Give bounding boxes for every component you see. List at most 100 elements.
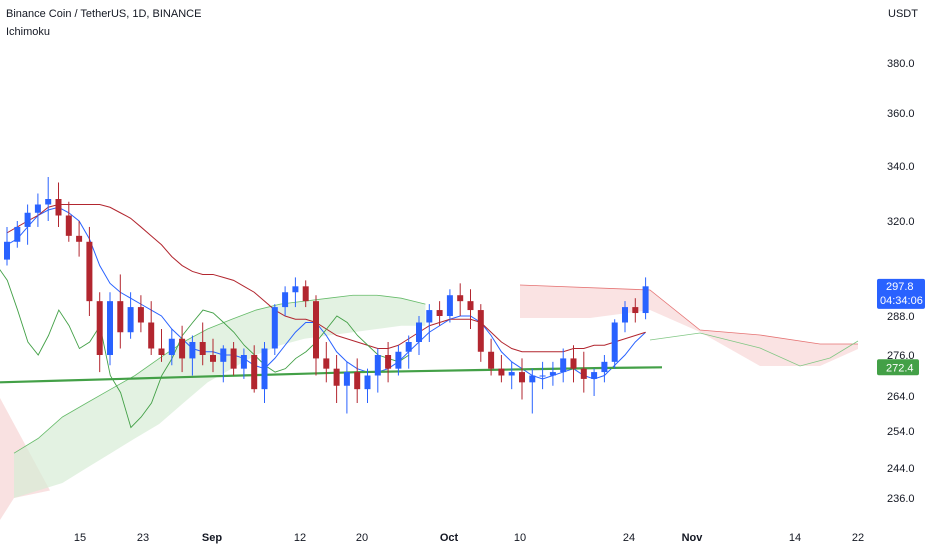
lagging-span bbox=[0, 269, 410, 429]
candle-body bbox=[457, 295, 464, 302]
price-tick-label: 360.0 bbox=[887, 108, 915, 120]
countdown-timer: 04:34:06 bbox=[880, 295, 923, 307]
candle-body bbox=[642, 286, 649, 314]
candle-body bbox=[230, 348, 237, 369]
candle-body bbox=[282, 292, 289, 308]
candle-body bbox=[446, 295, 453, 316]
candle-body bbox=[426, 310, 433, 323]
candle-body bbox=[549, 372, 556, 376]
time-tick-label: Nov bbox=[682, 532, 704, 544]
price-tags: 297.8 04:34:06 272.4 bbox=[877, 278, 925, 376]
price-tick-label: 380.0 bbox=[887, 58, 915, 70]
time-axis[interactable]: 15 23 Sep 12 20 Oct 10 24 Nov 14 22 bbox=[74, 532, 864, 544]
currency-label: USDT bbox=[888, 8, 918, 20]
candle-body bbox=[519, 372, 525, 383]
candle-body bbox=[333, 368, 340, 386]
time-tick-label: 23 bbox=[137, 532, 149, 544]
candle-body bbox=[508, 372, 515, 376]
last-price-tag bbox=[877, 278, 925, 309]
cloud-span-b-forward bbox=[519, 284, 858, 345]
candle-body bbox=[158, 348, 165, 355]
candle-body bbox=[601, 361, 608, 373]
candle-body bbox=[199, 342, 206, 355]
candle-body bbox=[4, 241, 10, 260]
candle-body bbox=[127, 307, 134, 333]
candle-body bbox=[292, 286, 299, 293]
candle-body bbox=[374, 355, 381, 376]
last-price-value: 297.8 bbox=[886, 281, 914, 293]
price-axis[interactable]: USDT 380.0 360.0 340.0 320.0 288.0 276.0 264.0… bbox=[887, 8, 918, 505]
candle-body bbox=[570, 358, 577, 369]
ma-value: 272.4 bbox=[886, 362, 914, 374]
candle-body bbox=[343, 372, 350, 386]
candle-body bbox=[55, 199, 62, 216]
candle-body bbox=[179, 338, 186, 359]
price-tick-label: 244.0 bbox=[887, 463, 915, 475]
time-tick-label: 15 bbox=[74, 532, 86, 544]
candle-body bbox=[14, 226, 21, 242]
conversion-line bbox=[6, 206, 646, 380]
candle-body bbox=[251, 355, 258, 390]
price-tick-label: 264.0 bbox=[887, 391, 915, 403]
candle-body bbox=[477, 310, 484, 352]
indicator-label[interactable]: Ichimoku bbox=[6, 26, 51, 38]
candle-body bbox=[76, 235, 83, 242]
time-tick-label: Sep bbox=[202, 532, 222, 544]
candle-body bbox=[107, 301, 113, 355]
candle-body bbox=[436, 310, 443, 316]
candle-body bbox=[137, 307, 144, 323]
candle-body bbox=[622, 307, 628, 323]
candle-body bbox=[220, 348, 227, 362]
time-tick-label: 22 bbox=[852, 532, 864, 544]
candles bbox=[4, 177, 649, 414]
indicator-lines bbox=[0, 204, 663, 429]
candle-body bbox=[45, 199, 52, 205]
candle-body bbox=[34, 204, 41, 213]
candle-body bbox=[261, 348, 268, 390]
candle-body bbox=[86, 241, 93, 302]
time-tick-label: 10 bbox=[514, 532, 526, 544]
candle-body bbox=[405, 342, 412, 352]
candle-body bbox=[189, 342, 196, 359]
ichimoku-cloud bbox=[0, 284, 859, 520]
time-tick-label: Oct bbox=[440, 532, 459, 544]
time-tick-label: 14 bbox=[789, 532, 801, 544]
time-tick-label: 12 bbox=[294, 532, 306, 544]
candle-body bbox=[467, 301, 474, 311]
price-tick-label: 288.0 bbox=[887, 311, 915, 323]
candle-body bbox=[65, 215, 72, 236]
candle-body bbox=[385, 355, 392, 369]
candle-body bbox=[611, 322, 618, 362]
candle-body bbox=[168, 338, 175, 355]
candle-body bbox=[632, 307, 639, 314]
candle-body bbox=[240, 355, 247, 369]
candle-body bbox=[364, 375, 371, 390]
chart-title: Binance Coin / TetherUS, 1D, BINANCE bbox=[6, 8, 202, 20]
candle-body bbox=[416, 322, 422, 342]
price-tick-label: 276.0 bbox=[887, 350, 915, 362]
candle-body bbox=[395, 351, 402, 369]
candle-body bbox=[117, 301, 124, 333]
ma-value-tag bbox=[877, 359, 919, 376]
candle-body bbox=[210, 355, 216, 362]
price-tick-label: 320.0 bbox=[887, 216, 915, 228]
cloud-span-a-forward bbox=[649, 332, 859, 367]
candle-body bbox=[591, 372, 598, 379]
cloud-bearish-forward bbox=[520, 285, 858, 366]
price-tick-label: 340.0 bbox=[887, 161, 915, 173]
candle-body bbox=[313, 301, 319, 359]
candle-body bbox=[354, 372, 361, 390]
candle-body bbox=[529, 375, 536, 383]
candle-body bbox=[24, 212, 31, 227]
candle-body bbox=[96, 301, 103, 355]
candle-body bbox=[498, 368, 505, 376]
price-tick-label: 236.0 bbox=[887, 493, 915, 505]
time-tick-label: 24 bbox=[623, 532, 635, 544]
cloud-span-a bbox=[13, 294, 426, 454]
candle-body bbox=[271, 307, 278, 349]
candle-body bbox=[302, 286, 309, 302]
price-tick-label: 254.0 bbox=[887, 426, 915, 438]
candle-body bbox=[580, 368, 587, 379]
candle-body bbox=[539, 375, 546, 377]
